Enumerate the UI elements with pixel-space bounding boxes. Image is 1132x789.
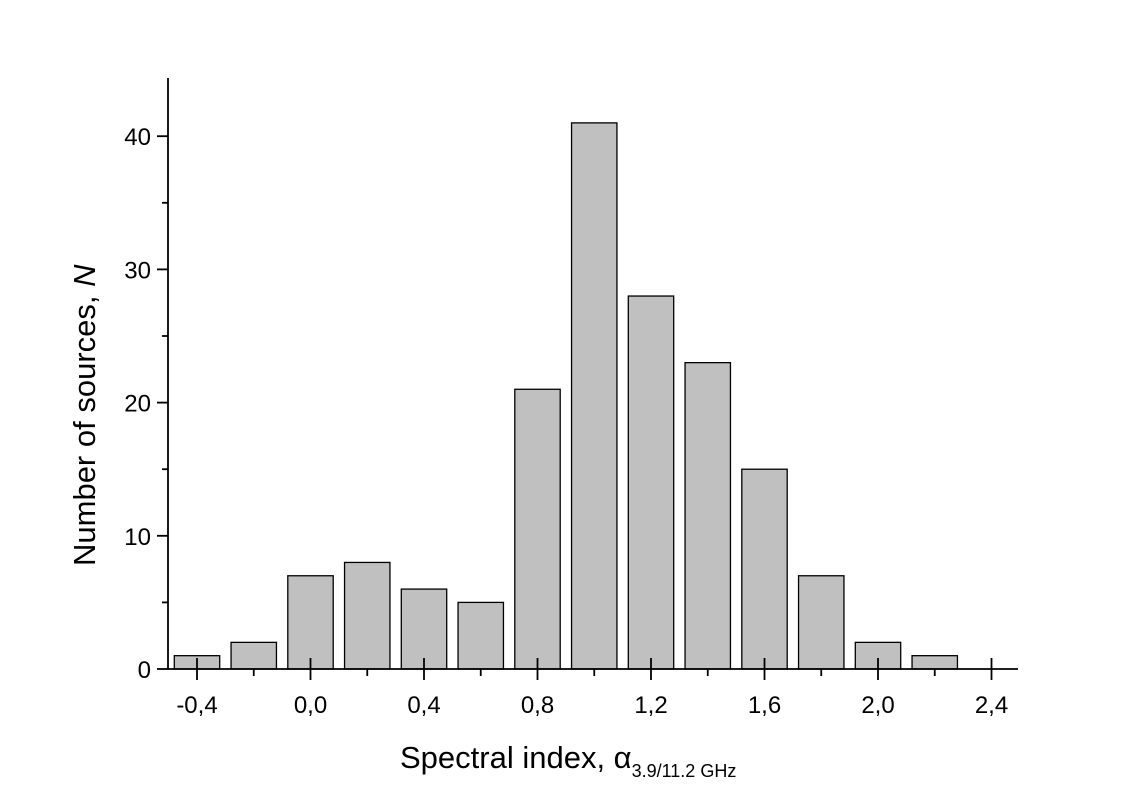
bar (627, 295, 675, 670)
bar (684, 361, 732, 670)
x-tick-label: 2,0 (861, 692, 894, 719)
bar (287, 575, 334, 670)
y-axis-title-text: Number of sources, (67, 287, 102, 566)
x-axis-title-text: Spectral index, (400, 740, 614, 775)
x-tick-label: 1,6 (748, 692, 781, 719)
bar (514, 388, 561, 670)
x-tick-label: 1,2 (634, 692, 667, 719)
y-axis-title-italic: N (67, 264, 102, 287)
x-tick-label: 0,8 (521, 692, 554, 719)
bar (797, 575, 845, 670)
x-axis-title-subscript: 3.9/11.2 GHz (632, 761, 737, 781)
x-axis-title: Spectral index, α3.9/11.2 GHz (400, 740, 736, 781)
bar (570, 122, 618, 670)
bar (230, 641, 278, 670)
bar (741, 468, 788, 670)
tick-labels-group: -0,4 0,0 0,4 0,8 1,2 1,6 2,0 2,4 0 10 20 30 40 (124, 124, 1008, 719)
y-tick-label: 40 (124, 124, 151, 151)
y-tick-label: 20 (124, 391, 151, 418)
y-tick-label: 30 (124, 257, 151, 284)
bar (343, 561, 391, 670)
bar (457, 601, 505, 670)
bars-group (173, 122, 959, 670)
y-tick-label: 10 (124, 524, 151, 551)
bar (400, 588, 448, 670)
bar (911, 655, 959, 670)
x-tick-label: 0,0 (294, 692, 327, 719)
y-tick-label: 0 (138, 657, 151, 684)
x-tick-label: 0,4 (407, 692, 440, 719)
x-tick-label: -0,4 (176, 692, 217, 719)
y-axis-title: Number of sources, N (67, 264, 102, 566)
x-axis-title-symbol: α (614, 740, 632, 775)
x-tick-label: 2,4 (975, 692, 1008, 719)
